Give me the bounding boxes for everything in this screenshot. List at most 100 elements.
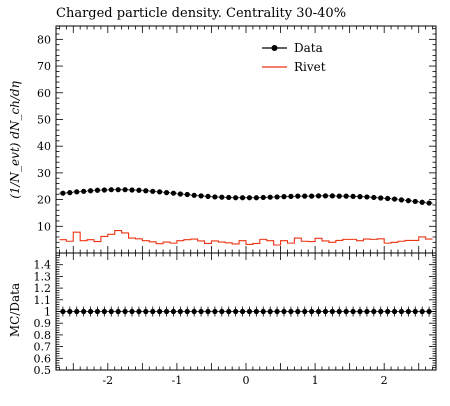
main-y-tick-label: 70 (37, 60, 51, 73)
data-point (191, 192, 197, 198)
ratio-point (74, 308, 80, 315)
data-point (67, 190, 73, 196)
ratio-point (281, 308, 287, 315)
data-point (364, 194, 370, 200)
data-point (288, 193, 294, 199)
data-point (198, 193, 204, 199)
ratio-point (378, 308, 384, 315)
data-point (136, 187, 142, 193)
ratio-point (143, 308, 149, 315)
ratio-point (233, 308, 239, 315)
ratio-point (219, 308, 225, 315)
data-point (150, 188, 156, 194)
data-point (398, 197, 405, 203)
data-point (426, 200, 432, 206)
main-y-tick-label: 10 (37, 220, 51, 233)
x-tick-label: 2 (381, 374, 388, 387)
chart-title: Charged particle density. Centrality 30-… (56, 6, 346, 21)
ratio-point (385, 308, 391, 315)
ratio-y-tick-label: 0.5 (34, 364, 52, 377)
data-point (115, 187, 121, 193)
ratio-point (226, 308, 232, 315)
main-y-tick-label: 20 (37, 194, 51, 207)
ratio-point (315, 308, 322, 315)
ratio-point (274, 308, 280, 315)
data-point (343, 193, 349, 199)
data-point (371, 194, 377, 201)
data-point (81, 188, 87, 194)
ratio-point (87, 308, 94, 315)
ratio-point (239, 308, 246, 315)
ratio-point (309, 308, 315, 315)
data-point (295, 193, 301, 199)
ratio-point (288, 308, 294, 315)
ratio-point (101, 308, 107, 315)
data-point (74, 189, 80, 195)
ratio-point (177, 308, 183, 315)
data-point (336, 193, 342, 199)
ratio-y-tick-label: 1.3 (34, 270, 52, 283)
ratio-point (246, 308, 253, 315)
ratio-point (350, 308, 356, 315)
data-point (302, 193, 308, 199)
legend-data-label: Data (294, 41, 323, 55)
ratio-y-tick-label: 1.2 (34, 282, 52, 295)
data-point (267, 194, 273, 200)
ratio-point (295, 308, 301, 315)
ratio-point (198, 308, 204, 315)
data-point (357, 194, 363, 200)
data-point (385, 195, 391, 202)
ratio-point (136, 308, 142, 315)
data-point (391, 196, 398, 202)
y-axis-label: (1/N_evt) dN_ch/dη (8, 80, 22, 198)
ratio-y-ticks: 0.50.60.70.80.911.11.21.31.4 (34, 252, 436, 377)
ratio-point (115, 308, 121, 315)
data-point (108, 187, 114, 193)
main-plot-frame (55, 25, 437, 254)
data-point (246, 195, 253, 201)
ratio-point (343, 308, 349, 315)
data-point (87, 188, 94, 194)
data-point (157, 189, 163, 195)
ratio-point (426, 308, 432, 315)
ratio-point (302, 308, 308, 315)
ratio-y-tick-label: 1.1 (34, 294, 52, 307)
ratio-y-tick-label: 0.8 (34, 329, 52, 342)
data-point (412, 198, 418, 205)
ratio-point (336, 308, 342, 315)
ratio-point (108, 308, 114, 315)
data-point (184, 191, 190, 198)
x-ticks: -2 -1 0 1 2 (59, 26, 433, 387)
ratio-point (419, 308, 425, 315)
ratio-point (150, 308, 156, 315)
ratio-axis-label: MC/Data (8, 283, 22, 337)
ratio-point (94, 308, 101, 315)
ratio-point (81, 308, 87, 315)
series-rivet (59, 230, 433, 246)
ratio-point (267, 308, 273, 315)
data-point (309, 193, 315, 199)
data-point (226, 194, 232, 201)
ratio-point (405, 308, 411, 315)
ratio-point (129, 308, 135, 315)
data-point (177, 191, 183, 197)
ratio-y-tick-label: 0.6 (34, 352, 52, 365)
ratio-point (322, 308, 329, 315)
data-point (143, 188, 149, 194)
data-point (419, 199, 425, 205)
main-y-tick-label: 50 (37, 113, 51, 126)
data-point (163, 190, 170, 196)
legend-rivet-label: Rivet (294, 60, 326, 74)
ratio-point (412, 308, 418, 315)
ratio-point (122, 308, 128, 315)
data-point (129, 187, 135, 193)
ratio-point (253, 308, 259, 315)
ratio-point (357, 308, 363, 315)
ratio-point (60, 308, 66, 315)
data-point (170, 190, 177, 196)
x-tick-label: 0 (243, 374, 250, 387)
x-tick-label: -1 (172, 374, 183, 387)
data-point (350, 193, 356, 199)
data-point (260, 194, 266, 201)
